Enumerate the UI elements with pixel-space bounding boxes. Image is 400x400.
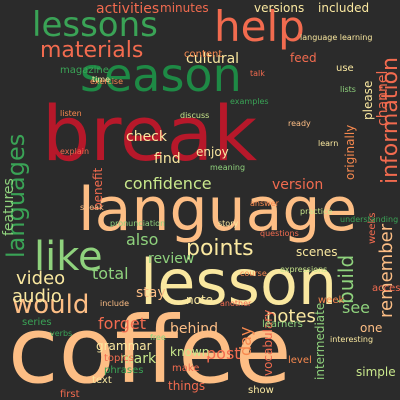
word-language-learning: language learning [300,33,373,42]
word-please: please [361,80,375,120]
word-verbs: verbs [50,329,73,338]
word-free: free [150,333,166,342]
word-like: like [34,234,103,280]
word-materials: materials [40,38,144,63]
word-week: week [318,295,345,306]
word-understanding: understanding [340,215,399,224]
word-known: known [170,345,210,359]
word-grammar: grammar [96,339,152,353]
word-story: story [218,219,239,228]
word-expressions: expressions [280,265,328,274]
word-feed: feed [290,51,317,65]
word-find: find [154,151,181,167]
word-coffee: coffee [8,297,292,400]
word-course: course [240,269,267,278]
word-would: would [12,290,90,320]
word-video: video [16,268,66,289]
word-versions: versions [254,1,305,15]
word-confidence: confidence [124,174,212,193]
word-meaning: meaning [210,163,246,172]
word-version: version [272,177,324,193]
word-topics: topics [104,353,134,364]
word-mark: mark [120,351,157,367]
word-simple: simple [356,365,396,379]
word-use: use [336,63,354,74]
word-talk: talk [250,69,265,78]
word-explain: explain [60,147,90,156]
word-see: see [342,298,371,317]
word-another: another [220,299,252,308]
word-originally: originally [343,124,357,180]
word-speak: speak [80,203,104,212]
word-one: one [360,321,383,335]
word-included: included [318,1,370,15]
word-channel: channel [375,70,391,126]
word-things: things [168,379,206,393]
word-review: review [148,251,195,267]
word-content: content [184,49,223,60]
word-include: include [100,299,129,308]
word-lesson: lesson [140,246,338,319]
word-notes: notes [266,306,316,327]
word-learners: learners [262,319,303,330]
word-scenes: scenes [296,245,338,259]
word-practice: practice [300,207,333,216]
word-learn: learn [318,139,339,148]
word-examples: examples [230,97,269,106]
word-text: text [92,375,112,386]
word-features: features [1,178,17,236]
word-points: points [186,236,254,261]
word-day: day [236,326,255,356]
word-post: post [206,344,241,363]
word-activities: activities [96,1,160,17]
word-lists: lists [340,85,356,94]
word-enjoy: enjoy [196,145,229,159]
word-make: make [172,363,200,374]
word-phrases: phrases [104,365,144,376]
word-audio: audio [12,286,62,307]
word-series: series [22,317,52,328]
word-intermediate: intermediate [313,302,327,380]
word-season: season [80,48,242,102]
word-magazine: magazine [60,65,109,76]
word-lessons: lessons [32,5,158,45]
word-listen: listen [60,109,82,118]
word-discuss: discuss [180,111,210,120]
word-behind: behind [170,321,219,337]
word-minutes: minutes [160,1,209,15]
word-first: first [60,389,80,400]
word-forget: forget [98,314,146,333]
word-also: also [126,230,159,249]
word-help: help [214,2,305,51]
word-level: level [288,355,312,366]
word-pronunciation: pronunciation [110,219,166,228]
word-remember: remember [376,223,397,318]
word-questions: questions [260,229,299,238]
word-language: language [78,175,358,245]
word-ready: ready [288,119,311,128]
word-break: break [42,89,258,178]
word-interesting: interesting [330,335,374,344]
word-note: note [186,293,214,307]
word-show: show [248,385,274,396]
word-check: check [126,129,167,145]
word-total: total [92,264,129,283]
word-access: access [372,283,400,294]
word-exercise: exercise [90,77,124,86]
word-answer: answer [250,199,279,208]
word-time: time [92,75,111,84]
word-cultural: cultural [186,51,240,67]
word-stay: stay [136,285,166,301]
